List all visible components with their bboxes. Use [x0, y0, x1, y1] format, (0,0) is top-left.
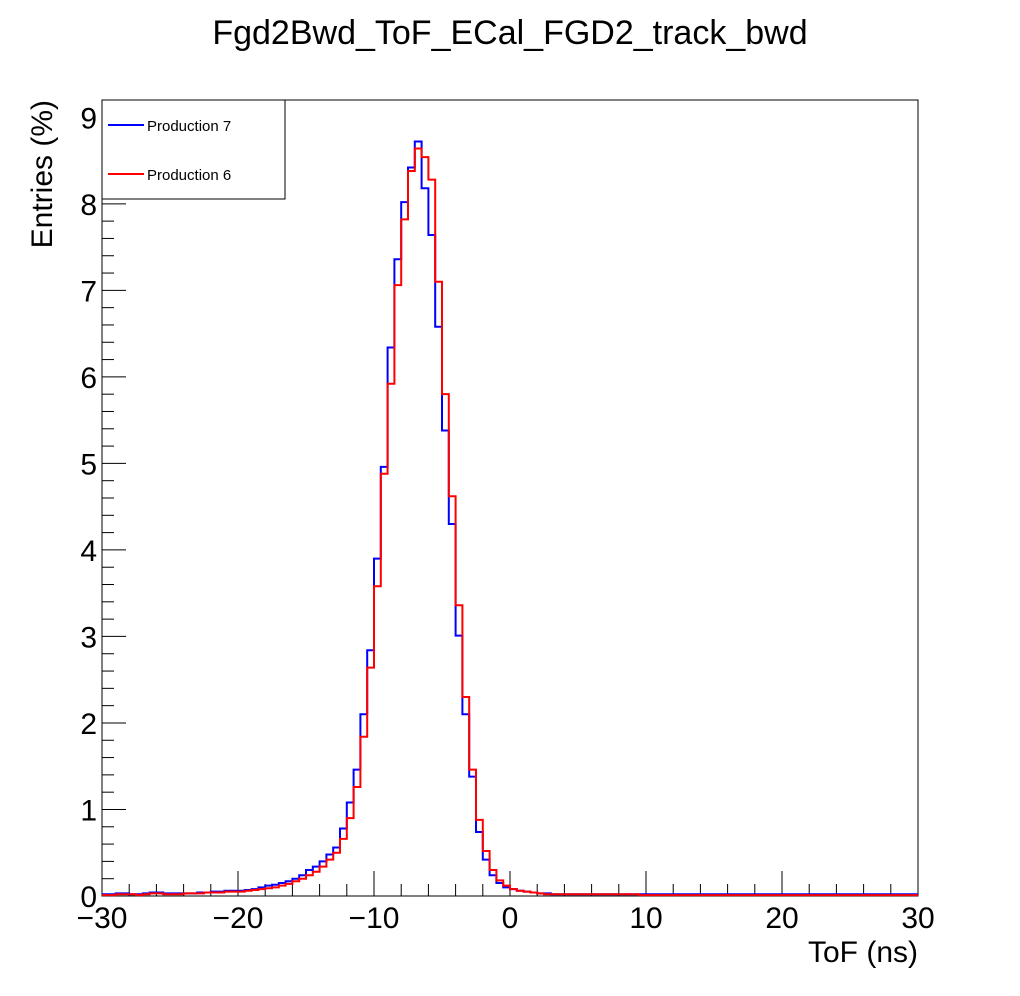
x-tick-label: 0 — [502, 902, 519, 935]
x-tick-labels: −30 −20 −10 0 10 20 30 — [77, 902, 935, 935]
x-axis-label: ToF (ns) — [808, 936, 918, 969]
x-tick-label: −20 — [213, 902, 264, 935]
y-tick-label: 1 — [80, 794, 97, 827]
y-tick-label: 8 — [80, 189, 97, 222]
y-tick-label: 7 — [80, 275, 97, 308]
y-tick-label: 3 — [80, 621, 97, 654]
legend: Production 7 Production 6 — [101, 99, 286, 200]
x-tick-label: 30 — [901, 902, 934, 935]
x-tick-label: 20 — [765, 902, 798, 935]
y-tick-label: 2 — [80, 708, 97, 741]
legend-box — [101, 99, 286, 200]
x-tick-label: 10 — [629, 902, 662, 935]
chart-title: Fgd2Bwd_ToF_ECal_FGD2_track_bwd — [212, 14, 807, 52]
legend-label-production-6: Production 6 — [147, 167, 231, 184]
y-tick-label: 6 — [80, 362, 97, 395]
y-tick-labels: 0 1 2 3 4 5 6 7 8 9 — [80, 102, 97, 914]
y-tick-label: 5 — [80, 448, 97, 481]
legend-label-production-7: Production 7 — [147, 118, 231, 135]
series-production-6 — [102, 147, 918, 897]
y-tick-label: 0 — [80, 881, 97, 914]
y-tick-label: 9 — [80, 102, 97, 135]
y-tick-label: 4 — [80, 535, 97, 568]
series-layer — [102, 140, 918, 897]
x-tick-label: −30 — [77, 902, 128, 935]
y-axis-label: Entries (%) — [26, 100, 59, 248]
x-tick-label: −10 — [349, 902, 400, 935]
